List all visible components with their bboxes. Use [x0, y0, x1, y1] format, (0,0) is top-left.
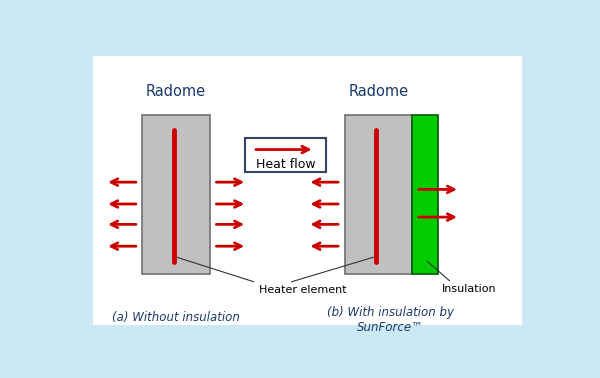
Text: (b) With insulation by
SunForce™: (b) With insulation by SunForce™: [326, 307, 454, 335]
Text: Radome: Radome: [349, 84, 409, 99]
Text: Heat flow: Heat flow: [256, 158, 315, 171]
Bar: [412, 115, 438, 274]
Text: Heater element: Heater element: [259, 285, 346, 296]
Bar: [245, 138, 326, 172]
Text: Insulation: Insulation: [442, 284, 497, 294]
Bar: [142, 115, 210, 274]
Text: Radome: Radome: [146, 84, 206, 99]
Text: (a) Without insulation: (a) Without insulation: [112, 311, 240, 324]
Bar: [344, 115, 412, 274]
